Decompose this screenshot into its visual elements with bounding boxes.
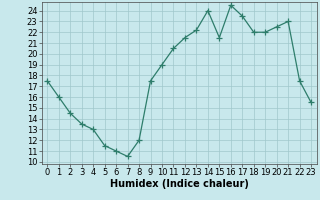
- X-axis label: Humidex (Indice chaleur): Humidex (Indice chaleur): [110, 179, 249, 189]
